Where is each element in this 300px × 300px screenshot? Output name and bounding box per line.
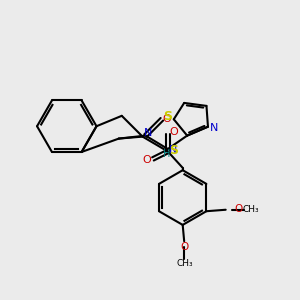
Text: S: S: [163, 110, 172, 123]
Text: O: O: [234, 204, 242, 214]
Text: CH₃: CH₃: [176, 259, 193, 268]
Text: N: N: [144, 128, 152, 138]
Text: N: N: [210, 123, 219, 133]
Text: N: N: [169, 146, 177, 155]
Text: O: O: [163, 114, 172, 124]
Text: O: O: [181, 242, 189, 252]
Text: O: O: [169, 127, 178, 137]
Text: H: H: [163, 149, 170, 159]
Text: O: O: [142, 155, 151, 165]
Text: S: S: [169, 143, 178, 157]
Text: CH₃: CH₃: [243, 205, 259, 214]
